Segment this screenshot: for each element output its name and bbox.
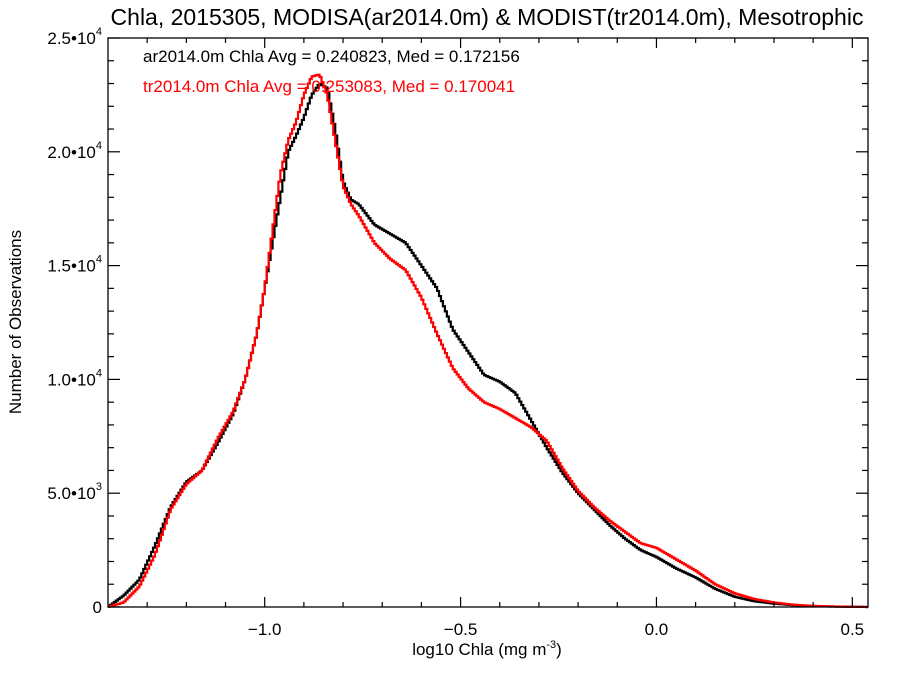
y-axis-label: Number of Observations	[6, 230, 25, 414]
chart-title: Chla, 2015305, MODISA(ar2014.0m) & MODIS…	[111, 4, 864, 30]
y-tick-label: 2.5•104	[47, 26, 102, 48]
legend-entry-tr2014: tr2014.0m Chla Avg = 0.253083, Med = 0.1…	[143, 77, 515, 96]
y-tick-label: 2.0•104	[47, 140, 102, 162]
x-tick-label: 0.0	[645, 620, 669, 639]
x-tick-label: −0.5	[444, 620, 478, 639]
x-axis-label-main: log10 Chla (mg m	[412, 640, 546, 659]
x-axis-label: log10 Chla (mg m-3)	[412, 639, 562, 659]
series-layer	[108, 73, 868, 609]
x-tick-label: −1.0	[248, 620, 282, 639]
legend-entry-ar2014: ar2014.0m Chla Avg = 0.240823, Med = 0.1…	[143, 47, 520, 66]
series-line-tr2014-0m	[108, 73, 868, 609]
x-axis-label-close: )	[556, 640, 562, 659]
y-tick-label: 1.5•104	[47, 254, 102, 276]
y-tick-label: 5.0•103	[47, 481, 102, 503]
y-tick-label: 1.0•104	[47, 367, 102, 389]
series-line-ar2014-0m	[108, 82, 868, 609]
y-tick-label: 0	[93, 598, 102, 617]
x-tick-label: 0.5	[841, 620, 865, 639]
ticks-layer: −1.0 −0.5 0.0 0.5 0 5.0•103 1.0•104 1.5•104 2.0•…	[47, 26, 868, 639]
plot-frame	[107, 37, 869, 608]
x-axis-label-exponent: -3	[546, 639, 556, 651]
